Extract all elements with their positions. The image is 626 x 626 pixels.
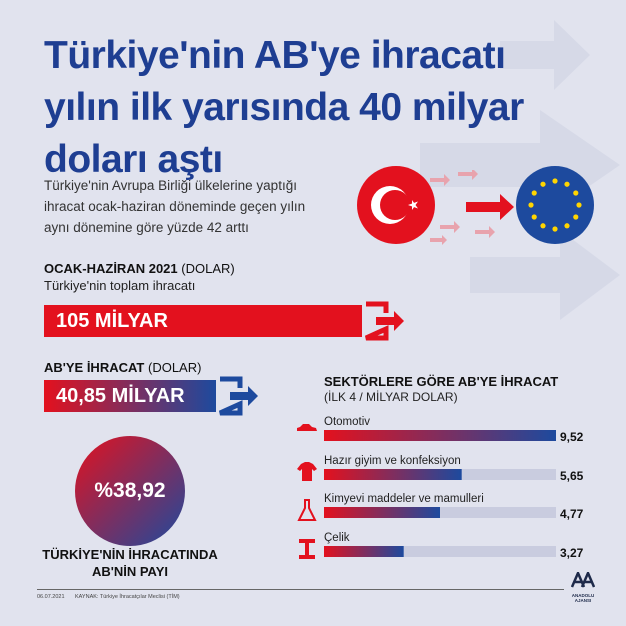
bar-value: 4,77 [560,507,584,521]
title-line: doları aştı [44,138,223,181]
bar-label: Hazır giyim ve konfeksiyon [324,455,461,467]
tshirt-icon [297,462,317,481]
bar [324,430,556,441]
bar [324,507,441,518]
total-caption: Türkiye'nin toplam ihracatı [44,278,196,293]
share-circle: %38,92 [75,436,185,546]
eu-heading: AB'YE İHRACAT (DOLAR) [44,360,202,375]
logo-text: ANADOLU AJANSI [571,593,595,603]
share-caption-line: AB'NİN PAYI [91,564,169,579]
bar-value: 5,65 [560,469,584,483]
aa-logo-icon [570,569,596,588]
bar-label: Çelik [324,532,350,544]
export-arrows-icon [430,170,514,245]
share-caption: TÜRKİYE'NİN İHRACATINDA AB'NİN PAYI [20,546,240,580]
eu-flag-icon [516,166,594,244]
turkey-flag-icon [357,166,435,244]
eu-export-bar: 40,85 MİLYAR [44,380,216,412]
share-value: %38,92 [94,479,166,502]
export-icon [364,301,404,341]
bar-track [324,546,556,557]
subtitle-line: ihracat ocak-haziran döneminde geçen yıl… [44,199,306,214]
anadolu-logo: ANADOLU AJANSI [563,569,603,603]
subtitle-line: aynı dönemine göre yüzde 42 arttı [44,220,249,235]
total-export-bar: 105 MİLYAR [44,305,362,337]
chart-subtitle: (İLK 4 / MİLYAR DOLAR) [324,390,458,404]
car-icon [297,424,317,431]
title-line: yılın ilk yarısında 40 milyar [44,86,524,129]
footer-source: KAYNAK: Türkiye İhracatçılar Meclisi (Tİ… [75,594,180,600]
steel-beam-icon [299,539,315,559]
export-icon [218,376,258,416]
flask-icon [297,499,317,521]
bar-label: Otomotiv [324,416,371,428]
footer-date: 06.07.2021 [37,594,65,600]
total-heading: OCAK-HAZİRAN 2021 (DOLAR) [44,261,235,276]
chart-title: SEKTÖRLERE GÖRE AB'YE İHRACAT [324,374,559,389]
subtitle-line: Türkiye'nin Avrupa Birliği ülkelerine ya… [44,178,297,193]
page-title: Türkiye'nin AB'ye ihracatı yılın ilk yar… [44,30,604,186]
bar [324,546,404,557]
subtitle: Türkiye'nin Avrupa Birliği ülkelerine ya… [44,175,344,238]
share-caption-line: TÜRKİYE'NİN İHRACATINDA [42,547,218,562]
bar-label: Kimyevi maddeler ve mamulleri [324,493,484,505]
footer-divider [37,589,564,590]
title-line: Türkiye'nin AB'ye ihracatı [44,34,506,77]
bar [324,469,462,480]
bar-value: 9,52 [560,430,584,444]
bar-value: 3,27 [560,546,584,560]
